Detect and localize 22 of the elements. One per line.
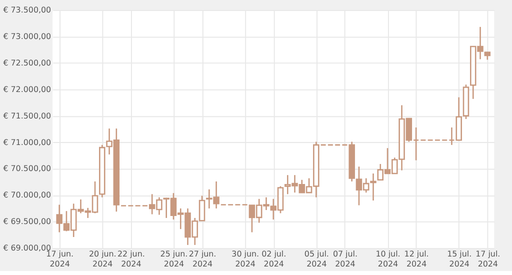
candlestick [370,172,376,202]
x-tick-label: 02 jul. 2024 [262,250,286,268]
x-tick-label: 10 jul. 2024 [376,250,400,268]
y-tick-label: € 71.500,00 [3,111,52,120]
y-tick-label: € 70.500,00 [3,164,52,174]
x-tick-label: 22 jun. 2024 [117,250,145,268]
y-tick-label: € 72.000,00 [3,84,52,94]
y-tick-label: € 73.000,00 [3,32,52,41]
x-tick-label: 20 jun. 2024 [88,250,116,268]
x-tick-label: 17 jul. 2024 [476,250,500,268]
x-tick-label: 05 jul. 2024 [304,250,329,268]
x-tick-label: 27 jun. 2024 [188,250,216,268]
y-tick-label: € 71.000,00 [3,138,52,147]
x-tick-label: 30 jun. 2024 [232,250,260,268]
x-tick-label: 15 jul. 2024 [447,250,472,268]
y-tick-label: € 70.000,00 [3,190,52,200]
x-tick-label: 25 jun. 2024 [160,250,188,268]
x-tick-label: 12 jul. 2024 [404,250,429,268]
y-tick-label: € 69.500,00 [3,217,52,226]
y-tick-label: € 73.500,00 [3,5,52,14]
y-tick-label: € 72.500,00 [3,58,52,68]
x-tick-label: 07 jul. 2024 [332,250,358,268]
